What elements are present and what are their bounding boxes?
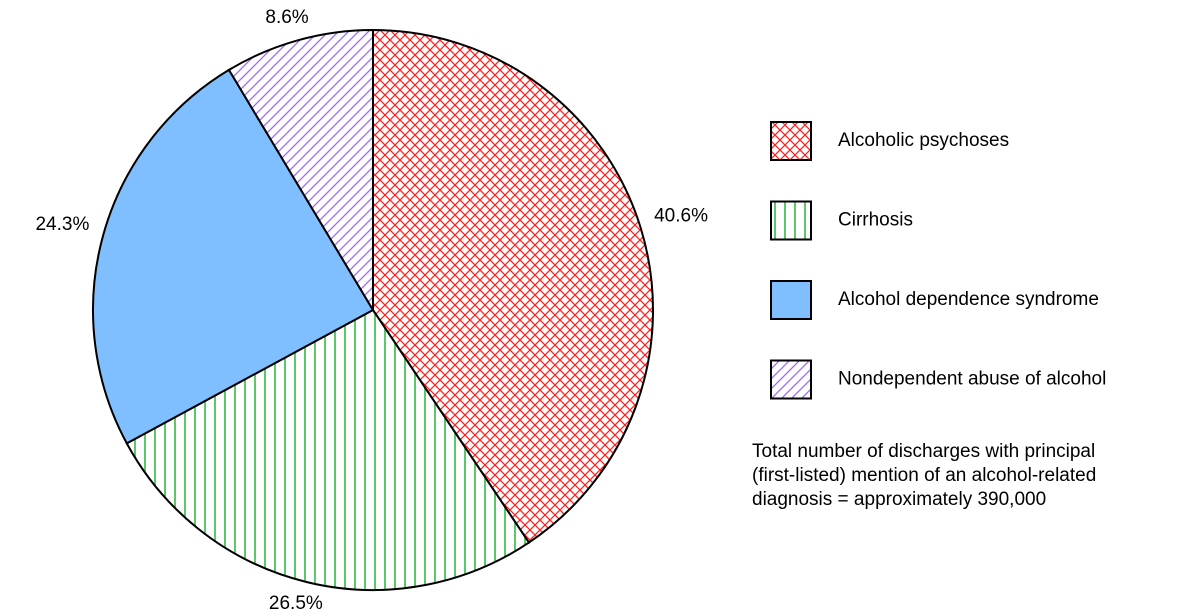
slice-label: 40.6% [654, 205, 708, 226]
legend-swatch [770, 121, 812, 161]
legend-label: Alcoholic psychoses [838, 130, 1009, 151]
legend-swatch [770, 280, 812, 320]
slice-label: 26.5% [269, 593, 323, 614]
slice-label: 8.6% [265, 7, 308, 28]
pie-slice [372, 28, 654, 544]
legend-label: Nondependent abuse of alcohol [838, 369, 1106, 390]
pie-slice [92, 68, 375, 445]
legend-label: Alcohol dependence syndrome [838, 289, 1099, 310]
note: (first-listed) mention of an alcohol-rel… [752, 465, 1096, 486]
legend-label: Cirrhosis [838, 210, 913, 231]
legend-swatch [770, 359, 812, 400]
note: diagnosis = approximately 390,000 [752, 489, 1046, 510]
legend-swatch [770, 200, 812, 241]
pie-slice [125, 308, 531, 591]
pie-slice [227, 28, 374, 314]
note: Total number of discharges with principa… [752, 441, 1095, 462]
slice-label: 24.3% [35, 214, 89, 235]
